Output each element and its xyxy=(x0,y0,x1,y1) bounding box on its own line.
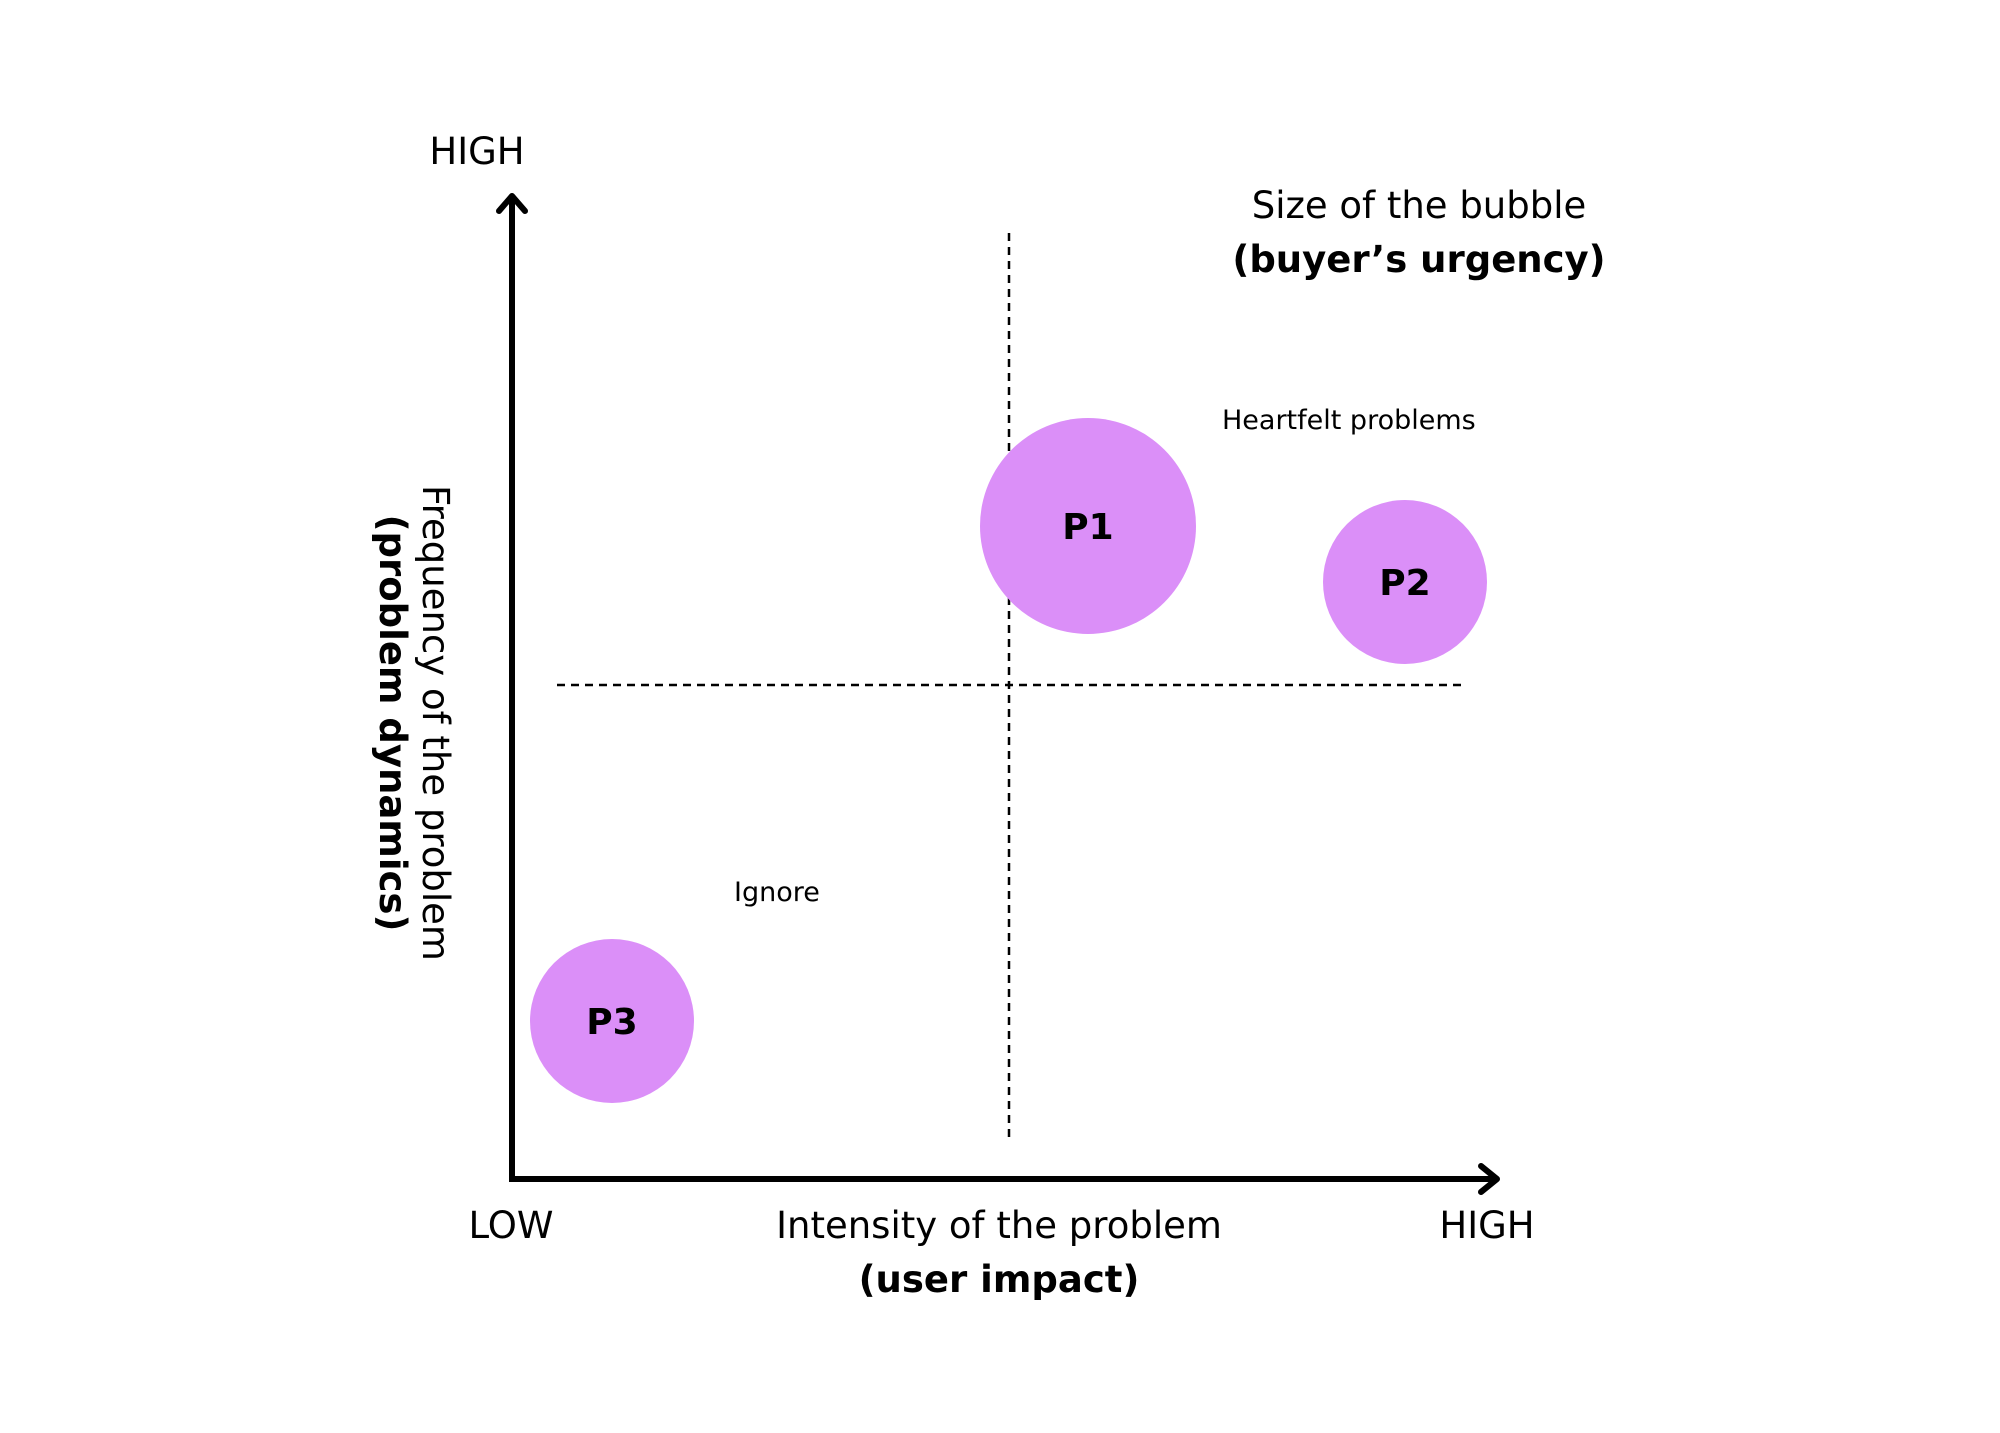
legend-title: Size of the bubble xyxy=(1252,184,1587,227)
bubble-p2 xyxy=(1323,500,1487,664)
region-label-heartfelt: Heartfelt problems xyxy=(1222,405,1476,436)
y-axis-arrowhead xyxy=(496,193,528,214)
bubble-p1 xyxy=(980,418,1196,634)
y-axis-title: Frequency of the problem xyxy=(414,485,457,961)
y-axis-high-label: HIGH xyxy=(429,130,524,173)
bubble-label-p3: P3 xyxy=(586,1002,637,1043)
x-axis-high-label: HIGH xyxy=(1439,1204,1534,1247)
legend-title-bold: (buyer’s urgency) xyxy=(1232,238,1605,281)
region-label-ignore: Ignore xyxy=(734,877,820,908)
bubble-label-p2: P2 xyxy=(1379,563,1430,604)
x-axis-low-label: LOW xyxy=(468,1204,553,1247)
x-axis-arrowhead xyxy=(1478,1163,1500,1195)
x-axis-title: Intensity of the problem xyxy=(776,1204,1222,1247)
x-axis-title-bold: (user impact) xyxy=(859,1258,1140,1301)
bubble-p3 xyxy=(530,939,694,1103)
y-axis-title-bold: (problem dynamics) xyxy=(371,515,414,932)
bubble-label-p1: P1 xyxy=(1062,507,1113,548)
